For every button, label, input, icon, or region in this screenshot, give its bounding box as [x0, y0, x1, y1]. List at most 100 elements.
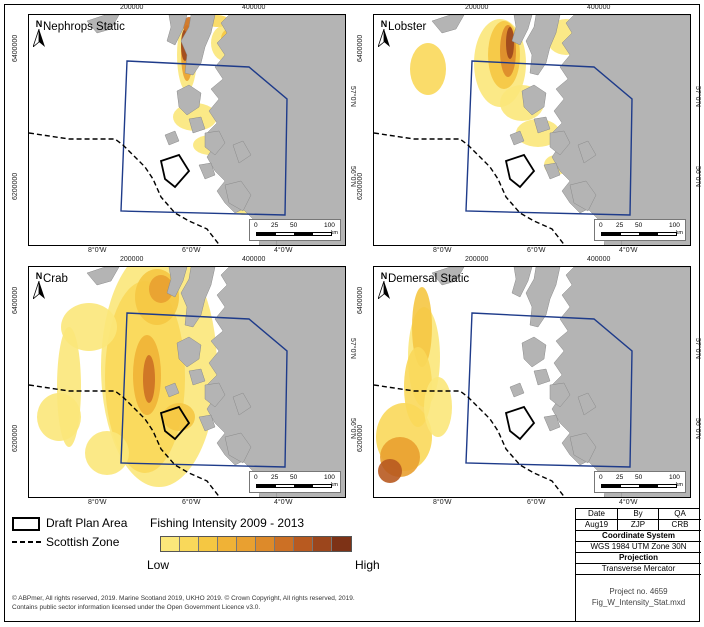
north-arrow: N [378, 271, 390, 299]
land-area [431, 267, 465, 286]
plan-boundary [465, 312, 633, 468]
land-area [180, 267, 216, 328]
scale-unit: km [675, 482, 683, 488]
date-label: Date [576, 509, 618, 519]
land-area [511, 15, 533, 46]
bottom-tick-3: 4°0'W [274, 499, 293, 506]
ramp-swatch-7 [275, 537, 294, 551]
top-tick-2: 400000 [587, 256, 611, 263]
intensity-blob [424, 377, 452, 437]
panel-title: Crab [43, 273, 68, 285]
land-area [204, 382, 226, 408]
scale-bar: 0 25 50 100 km [594, 219, 686, 241]
map-panel-1: 200000 400000 8°0'W 6°0'W 4°0'W 6400000 … [4, 4, 356, 256]
ramp-swatch-6 [256, 537, 275, 551]
land-area [533, 116, 551, 134]
left-tick-2: 6200000 [357, 424, 364, 452]
north-label: N [380, 271, 388, 281]
north-arrow-icon [378, 281, 390, 299]
scottish-zone-symbol [12, 541, 42, 543]
map-drawing-1 [29, 15, 345, 245]
projection-value: Transverse Mercator [576, 564, 701, 575]
scale-label-0: 0 [599, 474, 603, 481]
land-area [577, 392, 597, 416]
intensity-blob [143, 355, 155, 403]
top-tick-1: 200000 [465, 256, 489, 263]
land-area [509, 130, 525, 146]
land-area [577, 140, 597, 164]
top-tick-1: 200000 [120, 256, 144, 263]
land-area [166, 267, 188, 298]
scale-label-100: 100 [669, 474, 680, 481]
map-panel-2: 200000 400000 8°0'W 6°0'W 4°0'W 6400000 … [349, 4, 701, 256]
scale-label-50: 50 [635, 474, 643, 481]
bottom-tick-3: 4°0'W [619, 247, 638, 254]
credits: © ABPmer, All rights reserved, 2019. Mar… [12, 594, 355, 612]
ramp-swatch-4 [218, 537, 237, 551]
scale-bar: 0 25 50 100 km [249, 219, 341, 241]
coord-sys-value: WGS 1984 UTM Zone 30N [576, 542, 701, 553]
left-tick-2: 6200000 [357, 172, 364, 200]
bottom-tick-3: 4°0'W [619, 499, 638, 506]
north-arrow: N [33, 19, 45, 47]
qa-label: QA [674, 509, 686, 518]
scale-label-0: 0 [254, 222, 258, 229]
map-canvas: N Demersal Static 0 25 50 100 km [373, 266, 691, 498]
land-area [569, 432, 597, 464]
legend-intensity-title: Fishing Intensity 2009 - 2013 [150, 516, 305, 530]
north-arrow-icon [378, 29, 390, 47]
draft-plan-area [504, 405, 536, 441]
land-area [176, 84, 202, 116]
intensity-blob [410, 43, 446, 95]
land-area [549, 130, 571, 156]
plan-boundary [465, 60, 633, 216]
north-arrow-icon [33, 29, 45, 47]
panel-title: Nephrops Static [43, 21, 125, 33]
bottom-tick-1: 8°0'W [88, 499, 107, 506]
intensity-blob [149, 275, 173, 303]
bottom-tick-2: 6°0'W [182, 499, 201, 506]
project-number: Project no. 4659 [609, 587, 668, 596]
land-area [533, 368, 551, 386]
draft-plan-area [159, 405, 191, 441]
bottom-tick-1: 8°0'W [433, 247, 452, 254]
intensity-blob [378, 459, 402, 483]
land-area [164, 130, 180, 146]
plan-boundary [120, 60, 288, 216]
legend-low: Low [147, 558, 170, 572]
north-arrow-icon [33, 281, 45, 299]
legend: Draft Plan Area Scottish Zone Fishing In… [4, 508, 572, 600]
land-area [176, 336, 202, 368]
land-area [232, 140, 252, 164]
land-area [164, 382, 180, 398]
land-area [511, 267, 533, 298]
land-area [86, 15, 120, 34]
scale-label-25: 25 [616, 222, 624, 229]
scale-unit: km [675, 230, 683, 236]
land-area [198, 162, 216, 180]
legend-scottish-zone: Scottish Zone [46, 535, 120, 549]
north-label: N [35, 19, 43, 29]
right-tick-1: 57°0'N [694, 86, 701, 107]
land-area [224, 180, 252, 212]
map-canvas: N Lobster 0 25 50 100 km [373, 14, 691, 246]
panel-title: Lobster [388, 21, 427, 33]
land-area [521, 84, 547, 116]
right-tick-2: 56°0'N [694, 418, 701, 439]
bottom-tick-2: 6°0'W [182, 247, 201, 254]
left-tick-1: 6400000 [357, 286, 364, 314]
land-area [549, 382, 571, 408]
intensity-blob [412, 287, 432, 367]
map-frame [4, 4, 700, 622]
legend-high: High [355, 558, 380, 572]
file-name: Fig_W_Intensity_Stat.mxd [591, 598, 686, 607]
draft-plan-area-symbol [12, 517, 40, 531]
scale-label-25: 25 [616, 474, 624, 481]
north-label: N [35, 271, 43, 281]
scale-bar: 0 25 50 100 km [249, 471, 341, 493]
scale-label-50: 50 [290, 222, 298, 229]
bottom-tick-1: 8°0'W [433, 499, 452, 506]
scale-label-50: 50 [290, 474, 298, 481]
land-area [224, 432, 252, 464]
map-drawing-3 [29, 267, 345, 497]
